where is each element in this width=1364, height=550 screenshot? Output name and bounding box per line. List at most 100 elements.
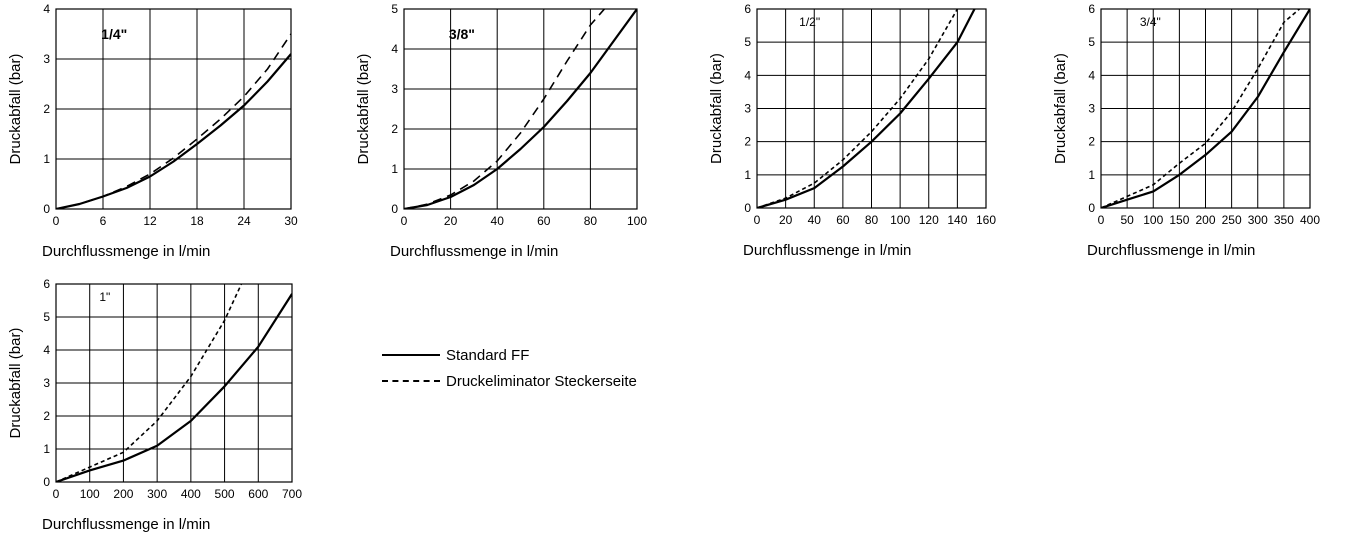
series-line-standard xyxy=(757,9,976,208)
series-line-druckeliminator xyxy=(757,9,959,208)
y-tick-label: 5 xyxy=(391,2,398,16)
x-tick-label: 100 xyxy=(890,213,910,227)
plot-frame xyxy=(55,8,292,210)
series-line-druckeliminator xyxy=(404,9,606,209)
x-tick-label: 20 xyxy=(444,214,458,228)
x-tick-label: 300 xyxy=(1248,213,1268,227)
legend-solid-line-swatch xyxy=(382,354,440,356)
panel-title: 3/8" xyxy=(449,26,475,42)
x-tick-label: 500 xyxy=(215,487,235,501)
y-tick-label: 4 xyxy=(1088,68,1095,82)
x-tick-label: 140 xyxy=(947,213,967,227)
x-tick-label: 6 xyxy=(100,214,107,228)
x-tick-label: 200 xyxy=(1195,213,1215,227)
x-tick-label: 400 xyxy=(181,487,201,501)
x-tick-label: 60 xyxy=(836,213,850,227)
x-tick-label: 250 xyxy=(1222,213,1242,227)
legend: Standard FF Druckeliminator Steckerseite xyxy=(382,342,637,394)
x-tick-label: 30 xyxy=(284,214,298,228)
x-tick-label: 40 xyxy=(808,213,822,227)
y-tick-label: 6 xyxy=(744,2,751,16)
y-tick-label: 4 xyxy=(391,42,398,56)
x-tick-label: 350 xyxy=(1274,213,1294,227)
y-tick-label: 4 xyxy=(43,2,50,16)
x-tick-label: 100 xyxy=(1143,213,1163,227)
y-tick-label: 1 xyxy=(43,442,50,456)
x-tick-label: 150 xyxy=(1169,213,1189,227)
y-tick-label: 0 xyxy=(43,202,50,216)
y-tick-label: 0 xyxy=(744,201,751,215)
x-tick-label: 60 xyxy=(537,214,551,228)
chart-2: 0 20 40 60 80 100 120 140 160 0 1 2 3 4 5 6 Durchflussme… xyxy=(708,2,996,259)
y-tick-label: 1 xyxy=(43,152,50,166)
panel-title: 3/4" xyxy=(1140,15,1161,29)
x-tick-label: 400 xyxy=(1300,213,1320,227)
y-tick-label: 4 xyxy=(43,343,50,357)
x-tick-label: 80 xyxy=(865,213,879,227)
x-axis-label: Durchflussmenge in l/min xyxy=(743,242,911,259)
x-tick-label: 12 xyxy=(143,214,157,228)
x-tick-label: 0 xyxy=(401,214,408,228)
x-axis-label: Durchflussmenge in l/min xyxy=(42,516,210,533)
y-tick-label: 6 xyxy=(43,277,50,291)
y-tick-label: 2 xyxy=(43,102,50,116)
x-tick-label: 40 xyxy=(491,214,505,228)
x-axis-label: Durchflussmenge in l/min xyxy=(390,243,558,260)
y-tick-label: 6 xyxy=(1088,2,1095,16)
x-tick-label: 18 xyxy=(190,214,204,228)
y-axis-label: Druckabfall (bar) xyxy=(1052,53,1069,164)
series-line-standard xyxy=(404,9,637,209)
panel-title: 1/2" xyxy=(799,15,820,29)
legend-item-standard: Standard FF xyxy=(382,342,637,368)
x-tick-label: 50 xyxy=(1120,213,1134,227)
y-axis-label: Druckabfall (bar) xyxy=(708,53,725,164)
plot-frame xyxy=(756,8,987,209)
y-tick-label: 2 xyxy=(43,409,50,423)
y-tick-label: 0 xyxy=(391,202,398,216)
panel-title: 1/4" xyxy=(101,26,127,42)
x-tick-label: 24 xyxy=(237,214,251,228)
y-tick-label: 0 xyxy=(1088,201,1095,215)
y-tick-label: 3 xyxy=(43,376,50,390)
series-line-standard xyxy=(1101,9,1310,208)
x-tick-label: 100 xyxy=(80,487,100,501)
series-line-druckeliminator xyxy=(56,284,243,482)
series-line-standard xyxy=(56,53,291,209)
x-tick-label: 0 xyxy=(1098,213,1105,227)
y-axis-label: Druckabfall (bar) xyxy=(355,54,372,165)
legend-label-standard: Standard FF xyxy=(446,346,530,364)
legend-item-druckeliminator: Druckeliminator Steckerseite xyxy=(382,368,637,394)
plot-frame xyxy=(1100,8,1311,209)
y-tick-label: 4 xyxy=(744,68,751,82)
x-tick-label: 120 xyxy=(919,213,939,227)
y-tick-label: 2 xyxy=(391,122,398,136)
plot-frame xyxy=(403,8,638,210)
y-tick-label: 3 xyxy=(391,82,398,96)
x-tick-label: 100 xyxy=(627,214,647,228)
y-tick-label: 1 xyxy=(391,162,398,176)
y-axis-label: Druckabfall (bar) xyxy=(7,328,24,439)
y-tick-label: 3 xyxy=(1088,102,1095,116)
legend-label-druckeliminator: Druckeliminator Steckerseite xyxy=(446,372,637,390)
plot-frame xyxy=(55,283,293,483)
chart-3: 0 50 100 150 200 250 300 350 400 0 1 2 3 4 5 6 Durchflus… xyxy=(1052,2,1320,259)
x-axis-label: Durchflussmenge in l/min xyxy=(1087,242,1255,259)
legend-dashed-line-swatch xyxy=(382,380,440,382)
x-tick-label: 0 xyxy=(754,213,761,227)
panel-title: 1" xyxy=(99,290,110,304)
x-axis-label: Durchflussmenge in l/min xyxy=(42,243,210,260)
series-line-druckeliminator xyxy=(56,33,291,209)
series-line-druckeliminator xyxy=(1101,9,1301,208)
x-tick-label: 0 xyxy=(53,487,60,501)
chart-4: 0 100 200 300 400 500 600 700 0 1 2 3 4 5 6 Durchflussm… xyxy=(7,277,302,533)
y-axis-label: Druckabfall (bar) xyxy=(7,54,24,165)
x-tick-label: 700 xyxy=(282,487,302,501)
y-tick-label: 5 xyxy=(1088,35,1095,49)
y-tick-label: 3 xyxy=(43,52,50,66)
x-tick-label: 20 xyxy=(779,213,793,227)
x-tick-label: 80 xyxy=(584,214,598,228)
y-tick-label: 1 xyxy=(1088,168,1095,182)
x-tick-label: 300 xyxy=(147,487,167,501)
